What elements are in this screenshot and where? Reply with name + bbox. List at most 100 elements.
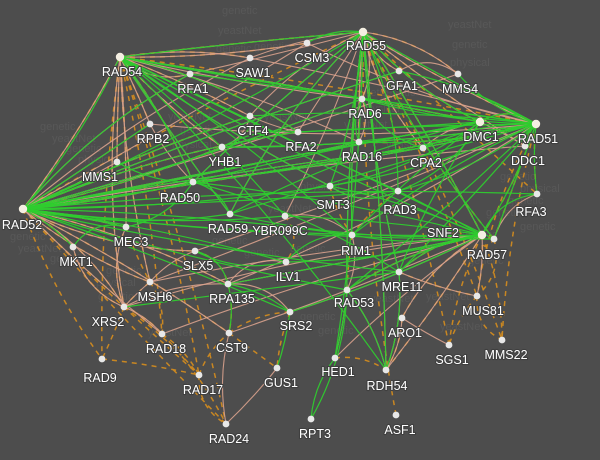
node-label-rad52: RAD52 — [2, 218, 42, 232]
graph-node-mkt1[interactable] — [69, 243, 77, 251]
graph-node-mms1[interactable] — [113, 158, 121, 166]
node-layer[interactable] — [18, 27, 541, 428]
edge-physical — [401, 317, 450, 346]
edge-genetic — [221, 121, 481, 148]
node-label-mms1: MMS1 — [82, 170, 118, 184]
graph-node-rad24[interactable] — [222, 420, 230, 428]
edge-genetic — [22, 190, 538, 210]
node-label-msh6: MSH6 — [138, 290, 173, 304]
node-label-hed1: HED1 — [321, 365, 354, 379]
graph-node-gus1[interactable] — [273, 364, 281, 372]
edge-genetic — [351, 123, 537, 236]
graph-node-aro1[interactable] — [398, 314, 406, 322]
node-label-snf2: SNF2 — [427, 226, 459, 240]
node-label-mms22: MMS22 — [484, 348, 527, 362]
graph-node-srs2[interactable] — [286, 308, 294, 316]
graph-node-ctf4[interactable] — [246, 112, 254, 120]
node-label-rad59: RAD59 — [208, 222, 248, 236]
node-label-layer: RAD54 RAD55 CSM3 SAW1 RFA1 GFA1 MMS4 RAD6 RPB2 CT… — [1, 38, 560, 447]
graph-node-mec3[interactable] — [122, 223, 130, 231]
edge-genetic — [221, 123, 537, 148]
graph-node-mms4[interactable] — [454, 70, 462, 78]
graph-node-mms22[interactable] — [498, 336, 506, 344]
graph-node-ybr099c[interactable] — [281, 212, 289, 220]
node-label-saw1: SAW1 — [236, 66, 271, 80]
graph-node-rim1[interactable] — [348, 231, 356, 239]
graph-node-hed1[interactable] — [331, 354, 339, 362]
graph-node-rad51[interactable] — [531, 119, 541, 129]
graph-node-rad54[interactable] — [115, 52, 125, 62]
graph-node-rpt3[interactable] — [307, 415, 315, 423]
graph-node-rad50[interactable] — [189, 178, 197, 186]
edge-yeastnet — [161, 333, 227, 425]
graph-node-rad3[interactable] — [394, 187, 402, 195]
edge-genetic — [116, 161, 194, 183]
graph-node-rad9[interactable] — [98, 355, 106, 363]
graph-node-gfa1[interactable] — [395, 67, 403, 75]
edge-genetic — [22, 208, 74, 248]
graph-node-cpa2[interactable] — [419, 144, 427, 152]
graph-node-rfa3[interactable] — [533, 190, 541, 198]
graph-node-ddc1[interactable] — [521, 142, 529, 150]
graph-node-saw1[interactable] — [246, 54, 254, 62]
node-label-rad51: RAD51 — [518, 132, 558, 146]
edge-genetic — [22, 208, 291, 313]
graph-node-csm3[interactable] — [303, 39, 311, 47]
graph-node-slx5[interactable] — [191, 247, 199, 255]
node-label-rad6: RAD6 — [348, 107, 381, 121]
edge-genetic — [22, 98, 363, 210]
graph-node-rad57[interactable] — [490, 235, 498, 243]
graph-node-rpb2[interactable] — [146, 120, 154, 128]
node-label-rad55: RAD55 — [346, 39, 386, 53]
edge-genetic — [362, 31, 387, 371]
graph-node-rad6[interactable] — [358, 95, 366, 103]
graph-node-rpa135[interactable] — [224, 280, 232, 288]
graph-node-rad59[interactable] — [226, 210, 234, 218]
edge-genetic — [306, 30, 364, 44]
graph-node-rad53[interactable] — [343, 286, 351, 294]
graph-node-rdh54[interactable] — [382, 366, 390, 374]
node-label-srs2: SRS2 — [280, 319, 313, 333]
edge-yeastnet — [149, 281, 164, 335]
graph-node-rad52[interactable] — [18, 204, 28, 214]
graph-node-rad18[interactable] — [158, 330, 166, 338]
graph-node-mre11[interactable] — [395, 268, 403, 276]
edge-genetic — [22, 123, 151, 210]
graph-node-snf2[interactable] — [477, 230, 487, 240]
graph-node-rad16[interactable] — [355, 138, 363, 146]
edge-genetic — [334, 31, 364, 359]
graph-node-msh6[interactable] — [146, 278, 154, 286]
node-label-sgs1: SGS1 — [435, 353, 468, 367]
edge-physical — [362, 31, 459, 75]
graph-node-smt3[interactable] — [326, 182, 334, 190]
node-label-rfa2: RFA2 — [285, 140, 316, 154]
edge-genetic — [481, 123, 537, 236]
edge-physical — [149, 123, 537, 283]
graph-node-mus81[interactable] — [473, 292, 481, 300]
graph-node-cst9[interactable] — [225, 329, 233, 337]
edge-genetic — [285, 234, 353, 263]
node-label-ddc1: DDC1 — [511, 154, 545, 168]
graph-node-dmc1[interactable] — [475, 117, 485, 127]
graph-node-sgs1[interactable] — [445, 341, 453, 349]
graph-node-ilv1[interactable] — [282, 258, 290, 266]
graph-node-asf1[interactable] — [392, 411, 400, 419]
graph-node-yhb1[interactable] — [218, 143, 226, 151]
edge-physical — [398, 271, 478, 297]
edge-genetic — [397, 190, 483, 236]
node-label-rdh54: RDH54 — [367, 379, 408, 393]
graph-node-xrs2[interactable] — [120, 303, 128, 311]
graph-node-rfa1[interactable] — [186, 70, 194, 78]
edge-yeastnet — [101, 306, 125, 360]
edge-genetic — [22, 208, 353, 236]
graph-node-rad55[interactable] — [358, 27, 368, 37]
edge-yeastnet — [123, 306, 200, 376]
edge-genetic — [192, 181, 231, 215]
edge-physical — [22, 208, 151, 283]
edge-genetic — [227, 283, 232, 334]
node-label-gfa1: GFA1 — [386, 79, 418, 93]
graph-node-rfa2[interactable] — [294, 128, 302, 136]
graph-node-rad17[interactable] — [195, 371, 203, 379]
node-label-mus81: MUS81 — [462, 304, 504, 318]
